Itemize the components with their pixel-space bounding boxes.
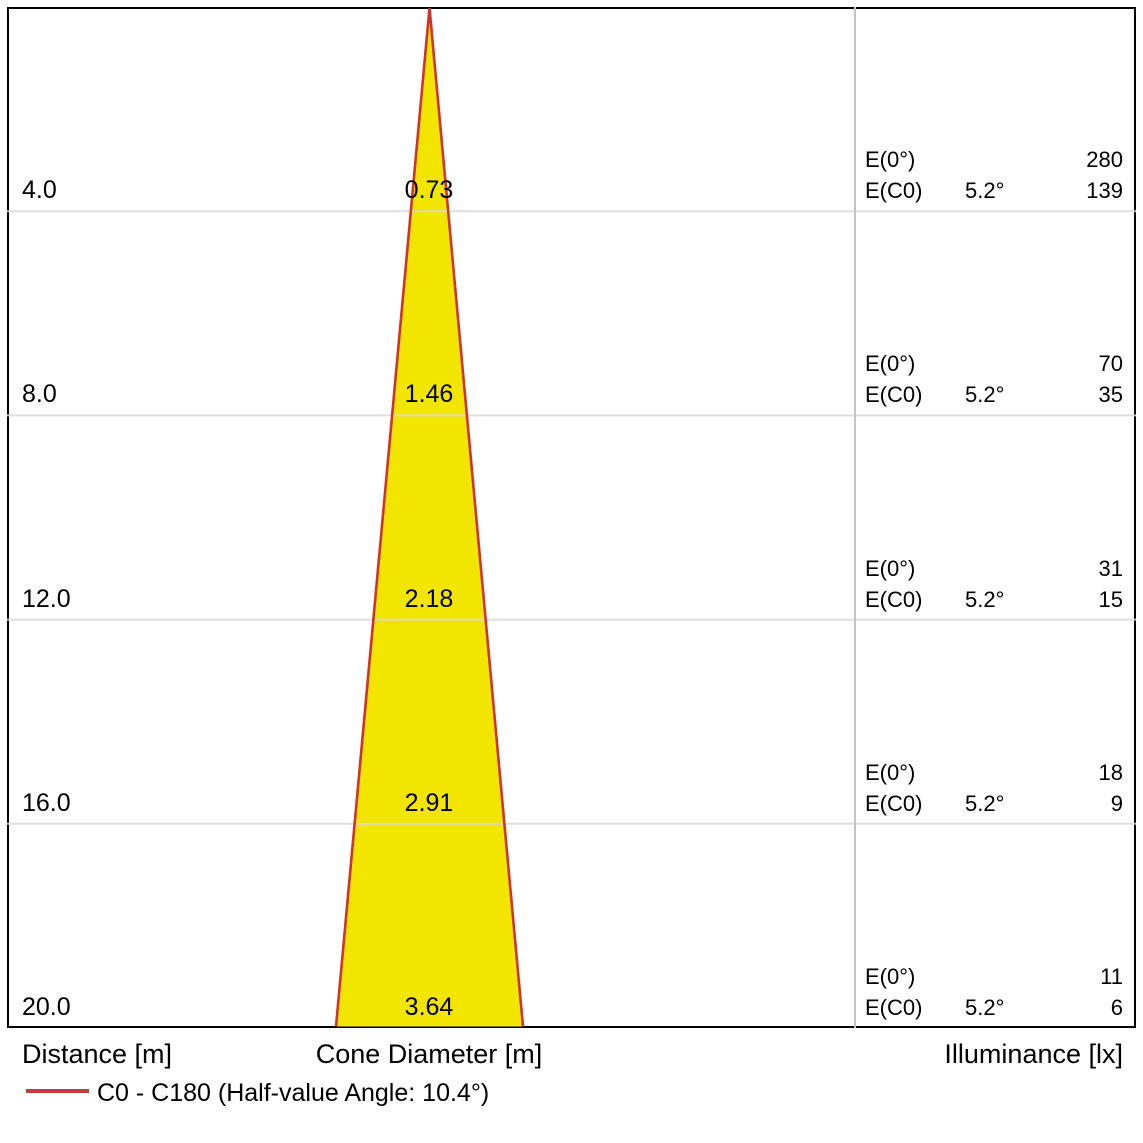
- illuminance-e0-line: E(0°) 70: [865, 348, 1123, 379]
- cone-diameter-axis-label: Cone Diameter [m]: [315, 1039, 543, 1069]
- illuminance-e0-line: E(0°) 31: [865, 553, 1123, 584]
- ec0-value: 35: [1098, 382, 1123, 408]
- illuminance-ec0-line: E(C0) 5.2° 9: [865, 788, 1123, 819]
- ec0-value: 15: [1098, 586, 1123, 612]
- ec0-label: E(C0): [865, 382, 923, 408]
- ec0-label: E(C0): [865, 586, 923, 612]
- ec0-value: 6: [1110, 995, 1123, 1020]
- light-cone-chart: [7, 7, 1136, 1028]
- illuminance-cell: E(0°) 31 E(C0) 5.2° 15: [865, 553, 1123, 615]
- cone-outline: [334, 7, 525, 1027]
- legend-line-icon: [26, 1089, 89, 1093]
- ec0-angle: 5.2°: [965, 790, 1005, 816]
- e0-label: E(0°): [865, 964, 916, 989]
- distance-value: 12.0: [22, 584, 71, 613]
- ec0-angle: 5.2°: [965, 995, 1005, 1020]
- cone-diameter-value: 3.64: [404, 993, 454, 1021]
- cone-fill: [336, 8, 523, 1027]
- illuminance-axis-label: Illuminance [lx]: [944, 1039, 1123, 1069]
- cone-diameter-value: 0.73: [404, 176, 454, 205]
- illuminance-ec0-line: E(C0) 5.2° 35: [865, 379, 1123, 410]
- cone-row: 16.0 2.91 E(0°) 18 E(C0) 5.2° 9: [0, 750, 1143, 824]
- illuminance-cell: E(0°) 11 E(C0) 5.2° 6: [865, 961, 1123, 1023]
- e0-label: E(0°): [865, 555, 916, 581]
- illuminance-e0-line: E(0°) 11: [865, 961, 1123, 992]
- legend-label: C0 - C180 (Half-value Angle: 10.4°): [97, 1079, 490, 1107]
- ec0-angle: 5.2°: [965, 178, 1005, 204]
- ec0-label: E(C0): [865, 178, 923, 204]
- e0-label: E(0°): [865, 759, 916, 785]
- cone-diameter-value: 2.91: [404, 788, 454, 817]
- illuminance-cell: E(0°) 18 E(C0) 5.2° 9: [865, 757, 1123, 819]
- distance-value: 4.0: [22, 176, 57, 205]
- illuminance-cell: E(0°) 70 E(C0) 5.2° 35: [865, 348, 1123, 410]
- ec0-label: E(C0): [865, 995, 923, 1020]
- cone-diameter-value: 2.18: [404, 584, 454, 613]
- e0-value: 18: [1098, 759, 1123, 785]
- distance-value: 16.0: [22, 788, 71, 817]
- cone-row: 4.0 0.73 E(0°) 280 E(C0) 5.2° 139: [0, 137, 1143, 211]
- e0-value: 70: [1098, 351, 1123, 377]
- distance-value: 20.0: [22, 993, 71, 1021]
- illuminance-ec0-line: E(C0) 5.2° 15: [865, 584, 1123, 615]
- cone-row: 8.0 1.46 E(0°) 70 E(C0) 5.2° 35: [0, 341, 1143, 415]
- ec0-label: E(C0): [865, 790, 923, 816]
- cone-row: 12.0 2.18 E(0°) 31 E(C0) 5.2° 15: [0, 546, 1143, 620]
- cone-row: 20.0 3.64 E(0°) 11 E(C0) 5.2° 6: [0, 954, 1143, 1028]
- illuminance-e0-line: E(0°) 18: [865, 757, 1123, 788]
- e0-label: E(0°): [865, 147, 916, 173]
- ec0-angle: 5.2°: [965, 382, 1005, 408]
- illuminance-ec0-line: E(C0) 5.2° 139: [865, 175, 1123, 206]
- legend: C0 - C180 (Half-value Angle: 10.4°): [0, 1078, 1143, 1108]
- illuminance-cell: E(0°) 280 E(C0) 5.2° 139: [865, 144, 1123, 206]
- axis-labels: Distance [m] Cone Diameter [m] Illuminan…: [0, 1038, 1143, 1070]
- cone-diameter-value: 1.46: [404, 380, 454, 409]
- e0-value: 280: [1086, 147, 1123, 173]
- e0-value: 11: [1100, 964, 1123, 989]
- ec0-value: 139: [1086, 178, 1123, 204]
- e0-label: E(0°): [865, 351, 916, 377]
- distance-value: 8.0: [22, 380, 57, 409]
- ec0-angle: 5.2°: [965, 586, 1005, 612]
- e0-value: 31: [1098, 555, 1123, 581]
- illuminance-e0-line: E(0°) 280: [865, 144, 1123, 175]
- table-border: [7, 7, 1136, 1028]
- distance-axis-label: Distance [m]: [22, 1039, 173, 1069]
- ec0-value: 9: [1110, 790, 1123, 816]
- illuminance-ec0-line: E(C0) 5.2° 6: [865, 992, 1123, 1023]
